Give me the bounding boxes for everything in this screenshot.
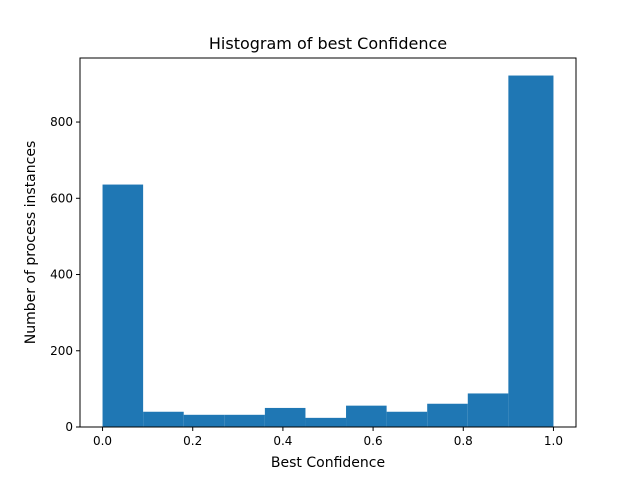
histogram-bar xyxy=(467,393,509,427)
y-tick-label: 0 xyxy=(65,420,73,434)
y-tick-label: 800 xyxy=(50,115,73,129)
y-tick-label: 600 xyxy=(50,191,73,205)
histogram-bar xyxy=(427,403,468,427)
x-tick-label: 1.0 xyxy=(544,434,563,448)
histogram-bar xyxy=(264,407,306,427)
x-axis: 0.0 0.2 0.4 0.6 0.8 1.0 xyxy=(93,427,563,448)
x-tick-label: 0.0 xyxy=(93,434,112,448)
histogram-bar xyxy=(508,75,554,427)
histogram-bar xyxy=(386,411,428,427)
x-tick-label: 0.6 xyxy=(364,434,383,448)
y-axis: 0 200 400 600 800 xyxy=(50,115,80,434)
histogram-bar xyxy=(102,184,144,427)
histogram-bar xyxy=(346,405,387,427)
x-tick-label: 0.2 xyxy=(183,434,202,448)
histogram-bar xyxy=(224,414,265,427)
x-axis-label: Best Confidence xyxy=(271,455,385,471)
bars-group xyxy=(102,75,554,427)
y-tick-label: 200 xyxy=(50,344,73,358)
x-tick-label: 0.8 xyxy=(454,434,473,448)
plot-frame xyxy=(79,57,577,428)
histogram-bar xyxy=(143,411,184,427)
histogram-bar xyxy=(305,417,347,427)
chart-title: Histogram of best Confidence xyxy=(209,34,447,53)
y-tick-label: 400 xyxy=(50,268,73,282)
x-tick-label: 0.4 xyxy=(273,434,292,448)
y-axis-label: Number of process instances xyxy=(23,141,39,345)
histogram-bar xyxy=(183,414,225,427)
